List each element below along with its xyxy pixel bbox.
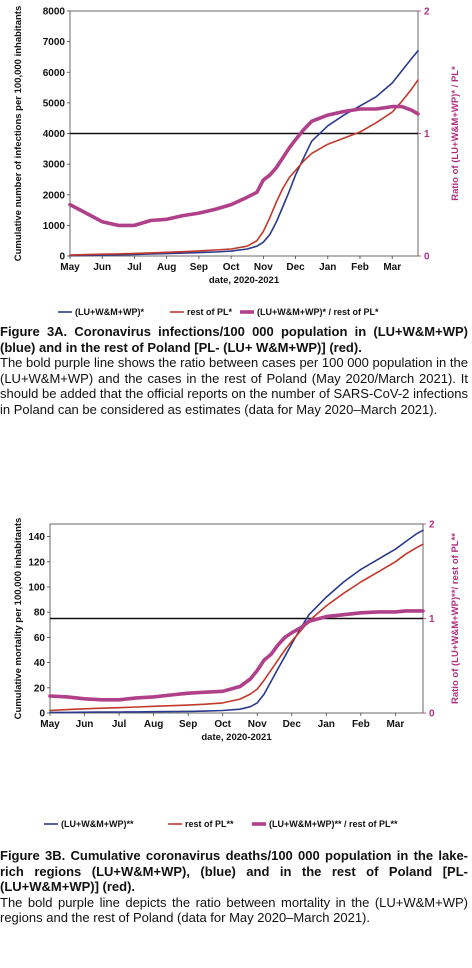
figure-3b-title: Figure 3B. Cumulative coronavirus deaths… xyxy=(0,848,468,894)
chart0-x-tick-label: Aug xyxy=(157,262,176,273)
chart0-y-axis-title: Cumulative number of infections per 100,… xyxy=(13,6,24,262)
chart1-x-tick-label: May xyxy=(40,719,60,730)
chart1-x-tick-label: Aug xyxy=(144,719,163,730)
chart1-y-tick-label: 0 xyxy=(39,709,45,720)
chart0-y-tick-label: 6000 xyxy=(43,68,66,79)
chart1-series-1-line xyxy=(49,543,424,712)
chart0-legend-label-0: (LU+W&M+WP)* xyxy=(75,307,144,317)
chart0-y-tick-label: 8000 xyxy=(43,7,66,18)
chart1-series-0-line xyxy=(49,529,424,714)
chart0-x-tick-label: Feb xyxy=(351,262,369,273)
figure-3b-body: The bold purple line depicts the ratio b… xyxy=(0,894,468,926)
chart0-legend-label-2: (LU+W&M+WP)* / rest of PL* xyxy=(257,307,379,317)
chart1-x-tick-label: Jul xyxy=(112,719,127,730)
chart0-x-tick-label: Jan xyxy=(319,262,336,273)
figure-3a-body: The bold purple line shows the ratio bet… xyxy=(0,355,468,417)
chart0-x-tick-label: Nov xyxy=(254,262,273,273)
figure-3a-title: Figure 3A. Coronavirus infections/100 00… xyxy=(0,324,468,355)
chart1-legend-label-0: (LU+W&M+WP)** xyxy=(61,819,134,829)
chart-infections: 0 1000 2000 3000 4000 5000 6000 7000 8000 0 1 2 May J… xyxy=(13,6,461,317)
chart0-x-tick-label: Mar xyxy=(383,262,401,273)
chart1-x-tick-label: Sep xyxy=(179,719,197,730)
chart1-y-tick-label: 100 xyxy=(28,583,45,594)
chart0-x-tick-label: Dec xyxy=(286,262,305,273)
chart0-x-tick-label: Oct xyxy=(223,262,240,273)
chart-mortality: 0 20 40 60 80 100 120 140 0 1 2 May Jun Jul Aug Sep Oct N… xyxy=(13,518,461,829)
chart1-x-tick-label: Dec xyxy=(283,719,302,730)
chart0-y-tick-label: 4000 xyxy=(43,129,66,140)
chart0-y2-axis-title: Ratio of (LU+W&M+WP)* / PL* xyxy=(450,66,461,201)
chart1-x-tick-label: Feb xyxy=(352,719,370,730)
chart1-y-tick-label: 40 xyxy=(34,658,46,669)
chart0-x-axis-title: date, 2020-2021 xyxy=(209,275,280,286)
chart1-y2-tick-label: 2 xyxy=(429,520,435,531)
chart1-y-axis-title: Cumulative mortality per 100,000 inhabit… xyxy=(13,518,24,720)
chart0-series-2-line xyxy=(68,104,420,228)
figure-3a-caption: Figure 3A. Coronavirus infections/100 00… xyxy=(0,324,468,417)
chart0-y-tick-label: 3000 xyxy=(43,160,66,171)
chart0-series-1-line xyxy=(69,79,419,256)
chart0-x-tick-label: Jun xyxy=(93,262,111,273)
chart0-y-tick-label: 7000 xyxy=(43,37,66,48)
chart0-y2-tick-label: 0 xyxy=(424,252,430,263)
chart0-x-tick-label: Jul xyxy=(127,262,142,273)
chart1-y2-tick-label: 0 xyxy=(429,709,435,720)
chart1-y-tick-label: 60 xyxy=(34,633,46,644)
chart1-y2-tick-label: 1 xyxy=(429,614,435,625)
chart0-y-tick-label: 1000 xyxy=(43,221,66,232)
chart1-x-axis-title: date, 2020-2021 xyxy=(201,732,272,743)
chart0-y2-tick-label: 1 xyxy=(424,129,430,140)
chart1-y2-axis-title: Ratio of (LU+W&M+WP)**/ rest of PL** xyxy=(450,533,461,704)
chart1-x-tick-label: Jun xyxy=(76,719,94,730)
chart0-y-tick-label: 2000 xyxy=(43,190,66,201)
chart1-y-tick-label: 120 xyxy=(28,557,45,568)
chart0-y-tick-label: 5000 xyxy=(43,98,66,109)
chart1-legend-label-1: rest of PL** xyxy=(185,819,234,829)
chart1-x-tick-label: Nov xyxy=(248,719,267,730)
chart1-x-tick-label: Mar xyxy=(386,719,404,730)
chart1-x-tick-label: Jan xyxy=(318,719,335,730)
chart0-x-tick-label: Sep xyxy=(190,262,208,273)
chart1-y-tick-label: 20 xyxy=(34,683,46,694)
chart1-series-2-line xyxy=(48,609,425,702)
chart1-legend-label-2: (LU+W&M+WP)** / rest of PL** xyxy=(269,819,398,829)
chart0-series-0-line xyxy=(69,49,419,257)
chart0-y2-tick-label: 2 xyxy=(424,7,430,18)
chart1-x-tick-label: Oct xyxy=(214,719,231,730)
chart0-x-tick-label: May xyxy=(60,262,80,273)
chart1-y-tick-label: 140 xyxy=(28,532,45,543)
chart0-legend-label-1: rest of PL* xyxy=(187,307,233,317)
figure-3b-caption: Figure 3B. Cumulative coronavirus deaths… xyxy=(0,848,468,926)
chart1-y-tick-label: 80 xyxy=(34,608,46,619)
chart0-y-tick-label: 0 xyxy=(59,252,65,263)
